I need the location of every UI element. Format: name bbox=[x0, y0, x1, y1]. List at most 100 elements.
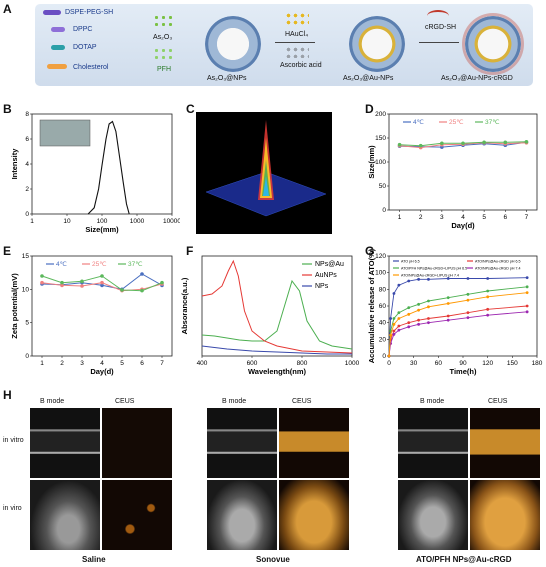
chart-e-point bbox=[80, 284, 84, 288]
product-label-3: As₂O₃@Au-NPs-cRGD bbox=[441, 75, 513, 82]
chart-g-xtick-label: 60 bbox=[435, 360, 443, 367]
gold-nanoparticle-icon bbox=[349, 16, 405, 72]
product-label-2: As₂O₃@Au-NPs bbox=[343, 75, 394, 82]
chart-g-point bbox=[417, 308, 420, 312]
arrow-line-2 bbox=[419, 42, 459, 43]
row-label-invivo: in viro bbox=[3, 505, 22, 512]
chart-f-series-line bbox=[201, 259, 353, 354]
chart-g-point bbox=[417, 322, 420, 326]
mode-label-bmode-1: B mode bbox=[40, 398, 65, 405]
chart-g-ytick-label: 0 bbox=[382, 353, 386, 360]
chart-b-ytick-label: 0 bbox=[25, 211, 29, 218]
nanoparticle-icon bbox=[205, 16, 261, 72]
chart-g-point bbox=[387, 354, 391, 358]
chart-g-point bbox=[417, 302, 420, 306]
saline-bmode-invivo bbox=[30, 480, 100, 550]
chart-d-ytick-label: 150 bbox=[375, 135, 386, 142]
chart-d-xtick-label: 4 bbox=[461, 214, 465, 221]
chart-g-point bbox=[466, 292, 470, 296]
chart-e-ytick-label: 10 bbox=[22, 286, 30, 293]
chart-g-point bbox=[446, 318, 450, 322]
chart-e-plot-frame bbox=[31, 255, 173, 357]
chart-d: 1 2 3 4 5 6 7 0 50 100 150 200 Day(d) Size(mm) 4℃ 25℃ 37… bbox=[367, 111, 538, 230]
chart-e-point bbox=[140, 272, 144, 276]
chart-b-tem-inset bbox=[39, 119, 91, 147]
chart-g-legend-label: ATO/NPs@Au-cRGD+LIPUS pH 7.4 bbox=[401, 274, 459, 278]
lipid-label-1: DSPE-PEG-SH bbox=[65, 9, 114, 16]
lipid-label-2: DPPC bbox=[73, 26, 93, 33]
chart-g-point bbox=[486, 307, 490, 311]
saline-bmode-invitro bbox=[30, 408, 100, 478]
chart-g-point bbox=[427, 299, 430, 303]
chart-d-xtick-label: 7 bbox=[525, 214, 529, 221]
chart-e-xtick-label: 7 bbox=[160, 360, 164, 367]
mode-label-ceus-3: CEUS bbox=[488, 398, 508, 405]
chart-f-series-line bbox=[201, 279, 353, 350]
chart-f-plot-frame bbox=[201, 255, 353, 357]
ligand-icon bbox=[427, 10, 449, 22]
synthesis-schematic: DSPE-PEG-SH DPPC DOTAP Cholesterol As₂O₃… bbox=[35, 4, 533, 86]
chart-g-legend-label: ATO/NPs@Au-cRGD pH 7.4 bbox=[475, 267, 520, 271]
chart-d-y-axis-label: Size(mm) bbox=[367, 145, 376, 179]
chart-g-y-axis-label: Accumulative release of ATO(%) bbox=[367, 248, 376, 363]
chart-g-point bbox=[397, 328, 401, 332]
chart-g-legend-label: ATO/NPs@Au-cRGD pH 6.5 bbox=[475, 260, 520, 264]
chart-b-ytick-label: 6 bbox=[25, 136, 29, 143]
chart-d-plot-frame bbox=[388, 113, 538, 211]
chart-d-ytick-label: 0 bbox=[382, 207, 386, 214]
chart-f-legend-label: AuNPs bbox=[315, 272, 337, 279]
chart-g-ytick-label: 60 bbox=[379, 303, 387, 310]
chart-g-point bbox=[417, 277, 420, 281]
sonovue-bmode-invitro bbox=[207, 408, 277, 478]
chart-e-point bbox=[100, 283, 104, 288]
chart-g-point bbox=[446, 277, 450, 280]
chart-d-point bbox=[482, 140, 486, 145]
chart-d-legend-label: 4℃ bbox=[413, 119, 425, 126]
lipid-label-4: Cholesterol bbox=[73, 64, 109, 71]
chart-f-xtick-label: 1000 bbox=[345, 360, 360, 367]
chart-g-point bbox=[486, 277, 490, 280]
pfh-dots-icon bbox=[153, 47, 173, 61]
chart-d-ytick-label: 50 bbox=[379, 183, 387, 190]
chart-d-legend-label: 25℃ bbox=[449, 119, 464, 126]
group-label-sonovue: Sonovue bbox=[256, 555, 290, 564]
saline-ceus-invitro bbox=[102, 408, 172, 478]
chart-d-xtick-label: 2 bbox=[419, 214, 423, 221]
chart-d-point bbox=[418, 143, 423, 148]
chart-f-legend-label: NPs@Au bbox=[315, 261, 344, 268]
chart-g-point bbox=[392, 329, 396, 333]
chart-f-x-axis-label: Wavelength(nm) bbox=[248, 367, 307, 376]
panel-label-h: H bbox=[3, 388, 12, 402]
chart-b: 1 10 100 1000 10000 0 2 4 6 8 Size(mm) Intensity bbox=[10, 111, 180, 234]
chart-g-xtick-label: 180 bbox=[532, 360, 543, 367]
chart-g-point bbox=[407, 325, 411, 329]
chart-g-xtick-label: 120 bbox=[482, 360, 493, 367]
chart-g-point bbox=[446, 302, 450, 305]
chart-g-point bbox=[446, 296, 450, 300]
sonovue-ceus-invivo bbox=[279, 480, 349, 550]
chart-b-ytick-label: 4 bbox=[25, 161, 29, 168]
chart-g-point bbox=[427, 277, 430, 281]
chart-g-series-line bbox=[388, 311, 528, 357]
chart-b-y-axis-label: Intensity bbox=[10, 148, 19, 180]
chart-g-point bbox=[466, 311, 470, 315]
chart-e-point bbox=[100, 280, 104, 285]
chart-e-xtick-label: 4 bbox=[100, 360, 104, 367]
panel-label-a: A bbox=[3, 2, 12, 16]
chart-b-x-axis-label: Size(mm) bbox=[85, 225, 119, 234]
chart-g-point bbox=[392, 292, 396, 295]
arrow-line bbox=[275, 42, 315, 43]
chart-g-point bbox=[397, 324, 401, 328]
lipid-icon-4 bbox=[47, 64, 67, 69]
chart-b-xtick-label: 10000 bbox=[163, 218, 180, 225]
chart-g-point bbox=[446, 314, 450, 318]
chart-g-point bbox=[486, 295, 490, 299]
targeted-nanoparticle-icon bbox=[465, 16, 521, 72]
product-label-1: As₂O₃@NPs bbox=[207, 75, 247, 82]
mode-label-ceus-1: CEUS bbox=[115, 398, 135, 405]
chart-b-xtick-label: 1000 bbox=[130, 218, 145, 225]
chart-e-ytick-label: 15 bbox=[22, 253, 30, 260]
chart-g-ytick-label: 100 bbox=[375, 270, 386, 277]
chart-g-legend-label: ATO/PFH NPs@Au-cRGD+LIPUS pH 6.5 bbox=[401, 267, 467, 271]
lipid-label-3: DOTAP bbox=[73, 44, 97, 51]
